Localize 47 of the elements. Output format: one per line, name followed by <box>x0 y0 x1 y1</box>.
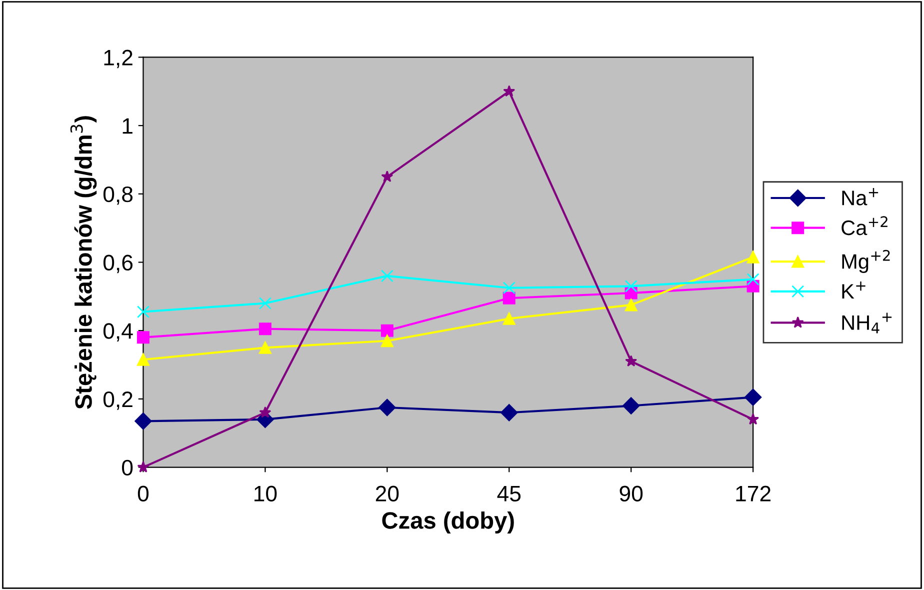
legend-label: Na$^{+}$ <box>842 188 878 206</box>
x-tick-label: 90 <box>620 486 643 502</box>
point <box>380 334 394 348</box>
point <box>744 388 762 406</box>
legend-label: Ca$^{+2}$ <box>842 216 888 236</box>
point <box>380 270 394 282</box>
point <box>136 306 150 318</box>
point <box>258 322 272 336</box>
point <box>502 292 516 304</box>
point <box>746 250 760 264</box>
y-tick-label: 0 <box>122 460 133 476</box>
point <box>624 298 638 312</box>
point <box>500 404 518 422</box>
point <box>136 331 150 344</box>
x-tick-label: 172 <box>736 486 770 502</box>
point <box>747 413 760 425</box>
y-tick-label: 0,6 <box>103 254 133 274</box>
point <box>258 341 272 354</box>
point <box>624 280 638 292</box>
point <box>380 324 394 337</box>
point <box>381 170 394 182</box>
point <box>137 461 150 472</box>
point <box>625 355 638 367</box>
y-axis-title: Stężenie kationów (g/dm$^{3}$) <box>70 116 97 410</box>
point <box>259 406 272 418</box>
point <box>134 412 152 430</box>
point <box>622 397 640 414</box>
legend-label: Mg$^{+2}$ <box>842 250 890 274</box>
point <box>378 398 396 416</box>
point <box>503 85 516 97</box>
x-tick-label: 45 <box>497 486 521 502</box>
point <box>136 353 150 366</box>
x-tick-label: 0 <box>138 486 149 502</box>
point <box>502 312 516 325</box>
x-tick-label: 10 <box>254 486 277 502</box>
legend-label: K$^{+}$ <box>842 281 866 299</box>
y-tick-label: 1,2 <box>104 50 132 68</box>
x-tick-label: 20 <box>376 486 399 502</box>
point <box>502 282 516 294</box>
y-tick-label: 0,8 <box>103 186 133 205</box>
x-axis-title: Czas (doby) <box>382 511 514 534</box>
legend-label: NH$_{4}$$^{+}$ <box>842 312 892 334</box>
point <box>258 297 272 310</box>
y-tick-label: 0,2 <box>103 391 132 410</box>
point <box>746 273 760 286</box>
y-tick-label: 0,4 <box>103 323 133 342</box>
y-tick-label: 1 <box>122 118 132 134</box>
